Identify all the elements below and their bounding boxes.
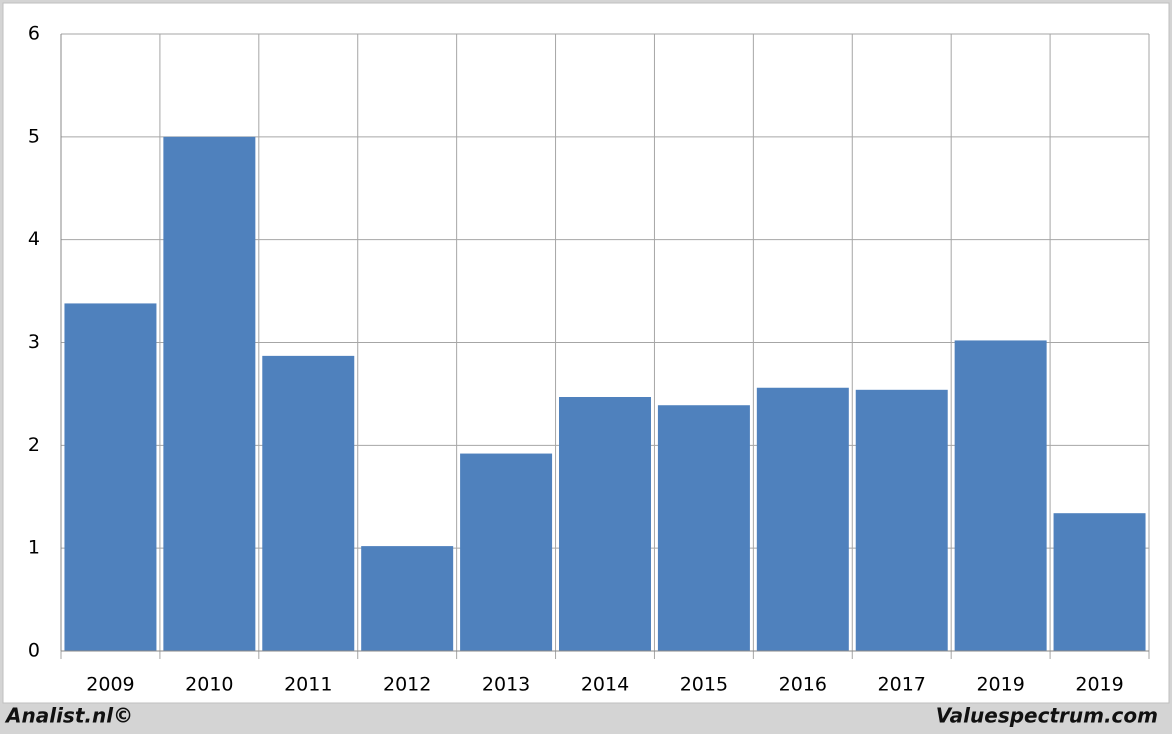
bar <box>64 303 157 651</box>
bar <box>954 340 1047 651</box>
x-tick-label: 2010 <box>185 674 233 696</box>
y-tick-label: 1 <box>28 537 40 559</box>
bar <box>855 389 948 651</box>
x-tick-label: 2009 <box>86 674 134 696</box>
x-tick-label: 2011 <box>284 674 332 696</box>
bar <box>262 355 355 651</box>
bar <box>460 453 553 651</box>
x-tick-label: 2019 <box>1075 674 1123 696</box>
bar <box>163 136 256 652</box>
bar <box>559 397 651 651</box>
y-tick-label: 6 <box>28 23 40 45</box>
bar <box>1053 513 1146 651</box>
x-tick-label: 2012 <box>383 674 431 696</box>
footer-right: Valuespectrum.com <box>936 704 1158 728</box>
y-tick-label: 2 <box>28 434 40 456</box>
y-tick-label: 4 <box>28 228 40 250</box>
x-tick-label: 2015 <box>680 674 728 696</box>
x-tick-label: 2014 <box>581 674 629 696</box>
x-tick-label: 2017 <box>878 674 926 696</box>
y-tick-label: 0 <box>28 640 40 662</box>
x-tick-label: 2016 <box>779 674 827 696</box>
bar <box>361 546 454 651</box>
y-tick-label: 5 <box>28 125 40 147</box>
x-tick-label: 2019 <box>976 674 1024 696</box>
x-tick-label: 2013 <box>482 674 530 696</box>
bar <box>657 405 750 651</box>
footer-left: Analist.nl© <box>4 704 133 728</box>
bar <box>756 387 849 651</box>
y-tick-label: 3 <box>28 331 40 353</box>
